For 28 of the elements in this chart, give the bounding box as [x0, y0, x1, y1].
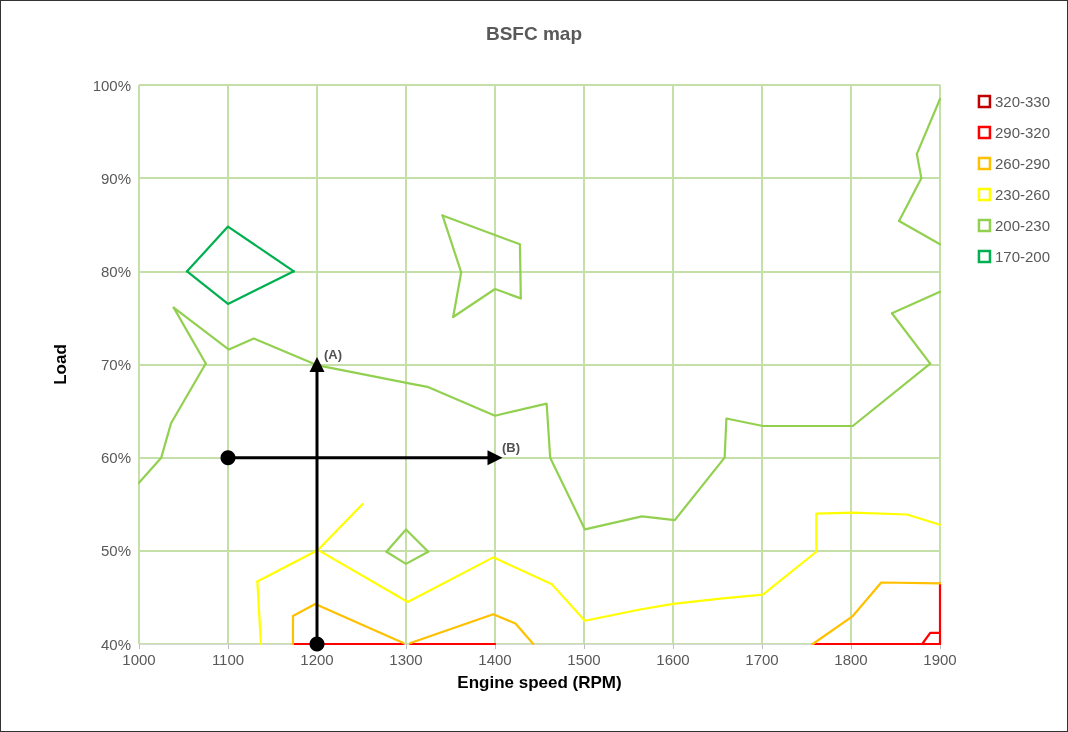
x-tick-label: 1100 [211, 651, 245, 668]
legend-label: 200-230 [994, 217, 1051, 234]
y-tick-label: 100% [92, 76, 131, 94]
legend-label: 260-290 [994, 155, 1051, 172]
chart-title: BSFC map [485, 23, 583, 44]
x-tick-label: 1400 [478, 651, 512, 668]
y-tick-label: 90% [100, 169, 131, 187]
y-tick-label: 80% [100, 262, 131, 280]
x-tick-label: 1600 [656, 651, 690, 668]
y-axis-title: Load [51, 344, 70, 385]
x-tick-label: 1200 [300, 651, 334, 668]
annotation: (B) [502, 440, 521, 456]
x-tick-label: 1900 [923, 651, 957, 668]
y-tick-label: 40% [100, 635, 131, 653]
y-tick-label: 60% [100, 449, 131, 467]
x-tick-label: 1500 [567, 651, 601, 668]
x-axis-title: Engine speed (RPM) [457, 673, 622, 692]
annotation: (A) [324, 347, 343, 362]
x-tick-label: 1700 [745, 651, 779, 668]
y-tick-label: 50% [100, 542, 131, 560]
legend-label: 170-200 [994, 248, 1051, 265]
legend-label: 230-260 [994, 186, 1051, 203]
x-tick-label: 1800 [834, 651, 868, 668]
x-tick-label: 1000 [122, 651, 156, 668]
x-tick-label: 1300 [389, 651, 423, 668]
legend-label: 290-320 [994, 124, 1051, 141]
legend-label: 320-330 [994, 93, 1051, 110]
y-tick-label: 70% [100, 356, 131, 373]
